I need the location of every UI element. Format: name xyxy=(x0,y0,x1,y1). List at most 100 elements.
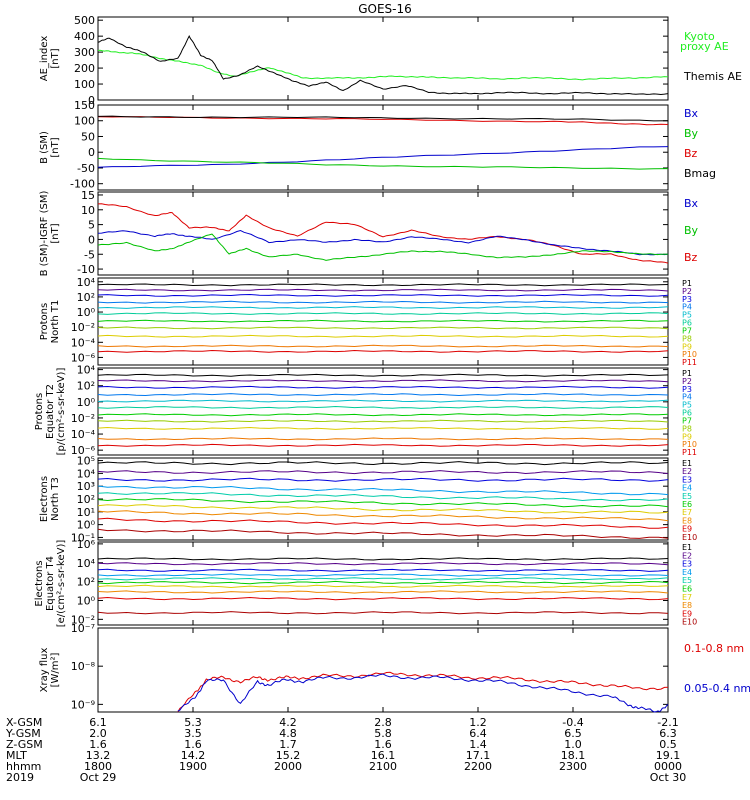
x-axis-value: 2100 xyxy=(369,760,397,773)
x-axis-value: 4.2 xyxy=(279,716,297,729)
x-axis-value: 2300 xyxy=(559,760,587,773)
x-axis-value: 2.0 xyxy=(89,727,107,740)
series-line-bx xyxy=(97,229,669,256)
legend-entry: E10 xyxy=(682,533,697,542)
y-tick-label: 50 xyxy=(81,130,95,143)
x-axis-value: 2200 xyxy=(464,760,492,773)
series-line-p8 xyxy=(97,419,669,423)
x-axis-row-label: Z-GSM xyxy=(6,738,43,751)
y-tick-label: 10⁰ xyxy=(77,396,96,409)
x-axis-value: Oct 30 xyxy=(650,771,687,784)
series-line-kyoto-proxy-ae xyxy=(97,49,669,81)
x-axis-value: 3.5 xyxy=(184,727,202,740)
series-line-p4 xyxy=(97,393,669,397)
y-tick-label: 10² xyxy=(77,291,95,304)
series-line-e6 xyxy=(97,498,669,508)
legend-entry: E5 xyxy=(682,492,692,501)
series-line-p4 xyxy=(97,300,669,304)
y-tick-label: 10² xyxy=(77,380,95,393)
legend-entry: P3 xyxy=(682,295,692,304)
series-line-p9 xyxy=(97,426,669,430)
x-axis-value: 5.8 xyxy=(374,727,392,740)
y-tick-label: 400 xyxy=(74,30,95,43)
series-line-bz xyxy=(97,203,669,264)
x-axis-value: 1.4 xyxy=(469,738,487,751)
y-tick-label: 100 xyxy=(74,115,95,128)
panel-frame xyxy=(97,191,669,276)
y-tick-label: 150 xyxy=(74,99,95,112)
y-tick-label: 10⁻² xyxy=(71,321,95,334)
y-axis-label: Equator T2 xyxy=(45,384,56,439)
legend-entry: By xyxy=(684,127,699,140)
figure-title: GOES-16 xyxy=(358,2,412,16)
x-axis-row-label: 2019 xyxy=(6,771,34,784)
y-tick-label: 100 xyxy=(74,78,95,91)
legend-entry: P2 xyxy=(682,377,692,386)
series-line-e7 xyxy=(97,584,669,589)
series-line-e7 xyxy=(97,504,669,514)
legend-entry: P5 xyxy=(682,401,692,410)
panel-frame xyxy=(97,627,669,713)
y-tick-label: -10 xyxy=(77,263,95,276)
legend-entry: P7 xyxy=(682,326,692,335)
y-tick-label: -5 xyxy=(84,248,95,261)
y-tick-label: 0 xyxy=(88,146,95,159)
series-line-bz xyxy=(97,116,669,126)
y-axis-label: B (SM)-IGRF (SM) xyxy=(39,191,50,277)
series-line-p9 xyxy=(97,334,669,338)
x-axis-value: 1800 xyxy=(84,760,112,773)
x-axis-value: 1.0 xyxy=(564,738,582,751)
y-tick-label: 200 xyxy=(74,62,95,75)
y-tick-label: 10³ xyxy=(77,480,95,493)
series-line-e4 xyxy=(97,573,669,577)
series-line-e9 xyxy=(97,517,669,529)
legend-entry: P10 xyxy=(682,350,697,359)
legend-entry: Bmag xyxy=(684,167,716,180)
x-axis-value: 1.2 xyxy=(469,716,487,729)
series-line-e3 xyxy=(97,568,669,572)
x-axis-value: 13.2 xyxy=(86,749,111,762)
legend-entry: P11 xyxy=(682,448,697,457)
legend-entry: E6 xyxy=(682,585,692,594)
legend-entry: Bz xyxy=(684,147,698,160)
legend-entry: P5 xyxy=(682,311,692,320)
legend-entry: E3 xyxy=(682,560,692,569)
legend-entry: E8 xyxy=(682,601,692,610)
series-line-e10 xyxy=(97,611,669,615)
y-axis-label: Electrons xyxy=(34,560,45,606)
series-line-0-1-0-8-nm xyxy=(177,671,669,713)
x-axis-value: 1.7 xyxy=(279,738,297,751)
legend-entry: P1 xyxy=(682,369,692,378)
series-line-p3 xyxy=(97,385,669,389)
series-line-e1 xyxy=(97,557,669,561)
series-line-e6 xyxy=(97,580,669,585)
panel-protons_t1: 10⁴ 10² 10⁰ 10⁻² 10⁻⁴ 10⁻⁶ Protons North T1 P1P2… xyxy=(39,276,697,367)
legend-entry: Kyoto xyxy=(684,30,715,43)
y-tick-label: 10⁻⁷ xyxy=(71,622,95,635)
y-tick-label: 0 xyxy=(88,233,95,246)
legend-entry: E8 xyxy=(682,516,692,525)
x-axis-row-label: X-GSM xyxy=(6,716,42,729)
y-tick-label: 10⁰ xyxy=(77,306,96,319)
series-line-p3 xyxy=(97,293,669,297)
legend-entry: E1 xyxy=(682,459,692,468)
legend-entry: P8 xyxy=(682,424,692,433)
series-line-bmag xyxy=(97,115,669,122)
legend-entry: E10 xyxy=(682,618,697,627)
series-line-p7 xyxy=(97,413,669,417)
series-line-p11 xyxy=(97,443,669,447)
legend-entry: E3 xyxy=(682,475,692,484)
x-axis-value: 6.3 xyxy=(659,727,677,740)
legend-entry: P7 xyxy=(682,416,692,425)
x-axis-value: 1900 xyxy=(179,760,207,773)
legend-entry: E7 xyxy=(682,508,692,517)
series-line-p5 xyxy=(97,306,669,309)
y-tick-label: 10⁴ xyxy=(77,276,96,289)
legend-entry: 0.05-0.4 nm xyxy=(684,682,750,695)
series-line-e2 xyxy=(97,562,669,566)
x-axis-value: 4.8 xyxy=(279,727,297,740)
y-axis-label: [W/m²] xyxy=(50,652,61,687)
x-axis-value: 2.8 xyxy=(374,716,392,729)
y-tick-label: 10⁰ xyxy=(77,594,96,607)
legend-entry: E4 xyxy=(682,484,692,493)
